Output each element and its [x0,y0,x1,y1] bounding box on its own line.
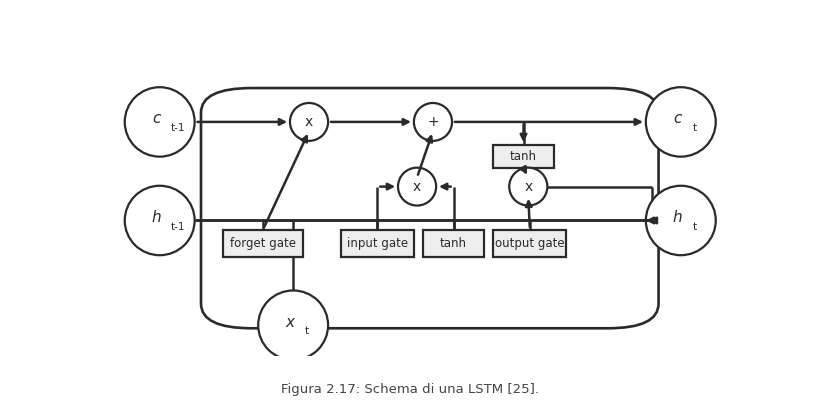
Text: x: x [413,180,421,194]
Text: t: t [304,326,308,336]
Text: forget gate: forget gate [229,237,296,250]
FancyBboxPatch shape [341,230,414,258]
Text: t-1: t-1 [171,222,185,232]
FancyBboxPatch shape [223,230,302,258]
Text: tanh: tanh [509,150,536,163]
FancyBboxPatch shape [493,145,553,168]
Text: t: t [691,222,695,232]
Text: +: + [427,115,438,129]
Ellipse shape [509,168,547,206]
Text: Figura 2.17: Schema di una LSTM [25].: Figura 2.17: Schema di una LSTM [25]. [281,383,538,396]
Ellipse shape [645,186,715,255]
FancyBboxPatch shape [493,230,566,258]
Ellipse shape [124,186,194,255]
Text: x: x [523,180,532,194]
Ellipse shape [258,290,328,360]
Text: output gate: output gate [495,237,564,250]
Text: tanh: tanh [440,237,467,250]
Text: c: c [152,111,161,126]
Text: t-1: t-1 [171,123,185,133]
Ellipse shape [124,87,194,157]
Ellipse shape [290,103,328,141]
Ellipse shape [397,168,436,206]
Text: t: t [691,123,695,133]
Text: h: h [672,210,681,225]
Text: input gate: input gate [346,237,407,250]
Text: h: h [152,210,161,225]
Text: x: x [285,315,294,330]
Text: c: c [672,111,681,126]
Ellipse shape [645,87,715,157]
Ellipse shape [414,103,451,141]
Text: x: x [305,115,313,129]
FancyBboxPatch shape [423,230,483,258]
